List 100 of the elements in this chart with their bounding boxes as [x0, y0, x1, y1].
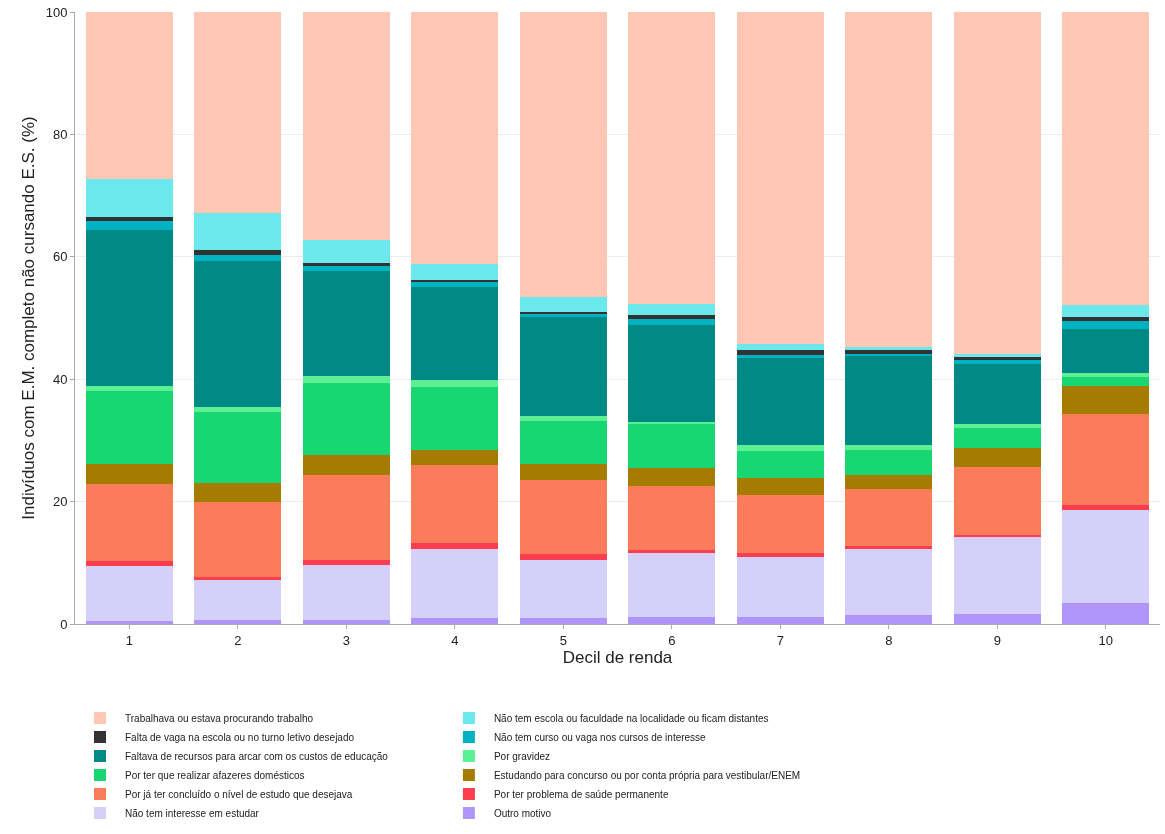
y-tick-label: 60	[52, 249, 68, 265]
legend-label: Falta de vaga na escola ou no turno letivo desejado	[125, 731, 355, 743]
bar	[194, 483, 282, 503]
bar	[194, 576, 282, 580]
bar	[953, 536, 1041, 614]
legend-label: Não tem escola ou faculdade na localidade ou ficam distantes	[493, 712, 769, 724]
bar	[736, 556, 824, 617]
bar	[302, 240, 390, 263]
bar	[1062, 385, 1150, 415]
bar	[85, 220, 173, 230]
bar	[736, 478, 824, 495]
y-tick-label: 20	[52, 494, 68, 510]
bar	[519, 420, 607, 465]
bar	[302, 270, 390, 376]
bar	[953, 448, 1041, 467]
y-axis-title: Indivíduos com E.M. completo não cursando E.S. (%)	[19, 116, 39, 520]
legend-label: Faltava de recursos para arcar com os custos de educação	[125, 750, 389, 762]
bar	[302, 12, 390, 241]
bar	[194, 579, 282, 620]
bar	[736, 616, 824, 624]
bar	[194, 411, 282, 484]
bar	[519, 311, 607, 314]
bar	[519, 317, 607, 416]
bar	[1062, 12, 1150, 306]
bar	[628, 423, 716, 468]
bar	[953, 424, 1041, 429]
bar	[302, 560, 390, 565]
bar	[1062, 377, 1150, 386]
bar	[736, 344, 824, 351]
bar	[411, 263, 499, 281]
bar	[194, 406, 282, 412]
legend-label: Por ter que realizar afazeres domésticos	[125, 769, 305, 781]
x-axis-title: Decil de renda	[562, 648, 673, 667]
y-tick-label: 100	[45, 4, 68, 20]
bar	[411, 281, 499, 287]
bar	[1062, 305, 1150, 317]
bar	[302, 262, 390, 266]
bar	[519, 464, 607, 481]
bar	[85, 560, 173, 567]
bar	[302, 375, 390, 383]
bar	[845, 546, 933, 550]
bar	[85, 464, 173, 485]
bar	[845, 489, 933, 547]
bar	[736, 350, 824, 355]
bar	[628, 467, 716, 486]
bar	[519, 12, 607, 298]
x-tick-label: 3	[342, 632, 350, 648]
bar	[845, 549, 933, 616]
bar	[1062, 316, 1150, 322]
bar	[411, 617, 499, 624]
bar	[628, 485, 716, 550]
bar	[628, 319, 716, 325]
bar	[85, 217, 173, 221]
bar	[302, 455, 390, 476]
bar	[736, 357, 824, 446]
x-tick-label: 5	[559, 632, 567, 648]
bar	[736, 494, 824, 554]
bar	[1062, 329, 1150, 374]
bar	[302, 619, 390, 624]
bar	[302, 382, 390, 456]
bar	[85, 566, 173, 621]
bar	[628, 12, 716, 304]
bar	[411, 379, 499, 387]
bar	[628, 314, 716, 320]
bar	[1062, 505, 1150, 510]
bar	[194, 254, 282, 262]
bar	[953, 363, 1041, 425]
bar	[628, 617, 716, 624]
bar	[302, 564, 390, 620]
bar	[411, 465, 499, 543]
bar	[194, 261, 282, 407]
bar	[845, 355, 933, 445]
bar	[736, 451, 824, 479]
x-tick-label: 9	[993, 632, 1001, 648]
bar	[953, 428, 1041, 449]
bar	[194, 619, 282, 624]
legend-label: Não tem interesse em estudar	[125, 807, 260, 819]
bar	[519, 297, 607, 312]
bar	[736, 12, 824, 345]
y-tick-label: 0	[60, 616, 68, 632]
bar	[411, 386, 499, 451]
bar	[302, 265, 390, 271]
bar	[194, 213, 282, 251]
bar	[736, 553, 824, 557]
x-tick-label: 8	[885, 632, 893, 648]
bar	[1062, 603, 1150, 624]
bar	[953, 613, 1041, 624]
bar	[519, 480, 607, 555]
bar	[1062, 373, 1150, 378]
bar	[953, 359, 1041, 364]
bar	[194, 250, 282, 255]
legend-label: Não tem curso ou vaga nos cursos de interesse	[493, 731, 707, 743]
y-tick-label: 80	[52, 126, 68, 142]
bar	[85, 484, 173, 561]
bar	[628, 324, 716, 423]
x-tick-label: 2	[234, 632, 242, 648]
legend-label: Por ter problema de saúde permanente	[493, 788, 669, 800]
bar	[411, 12, 499, 264]
bar	[411, 549, 499, 618]
bar	[519, 554, 607, 560]
